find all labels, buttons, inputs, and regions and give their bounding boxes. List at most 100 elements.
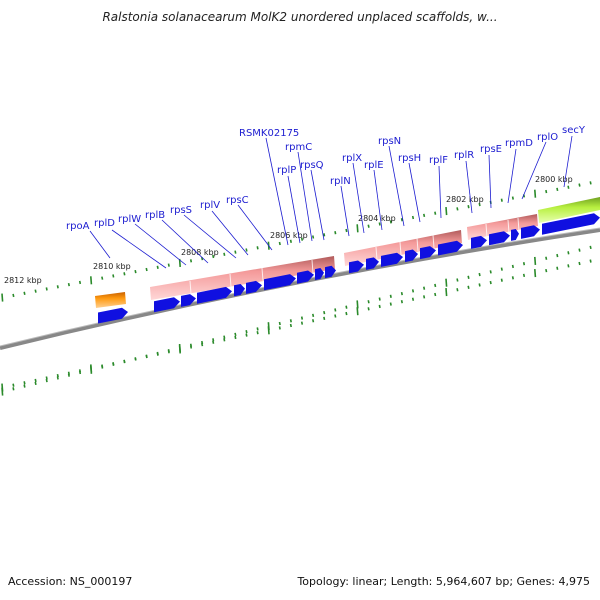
scale-tick — [234, 250, 237, 254]
scale-tick — [123, 359, 126, 364]
scale-tick — [112, 274, 115, 278]
scale-tick — [434, 283, 437, 288]
scale-tick — [567, 185, 570, 189]
cds-arrow[interactable] — [420, 246, 436, 260]
operon-bar-pink-1[interactable] — [150, 256, 335, 300]
scale-tick — [323, 316, 326, 321]
scale-tick — [567, 264, 570, 268]
scale-tick — [234, 335, 237, 340]
leader-rplW — [134, 223, 187, 266]
leader-rplF — [438, 165, 442, 219]
cds-arrow[interactable] — [154, 297, 180, 313]
cds-arrow[interactable] — [181, 294, 196, 307]
scale-tick — [123, 272, 126, 276]
scale-tick — [445, 278, 448, 287]
cds-arrow[interactable] — [511, 228, 519, 241]
scale-tick — [289, 239, 292, 243]
scale-tick — [167, 263, 170, 267]
gene-label-rpsC[interactable]: rpsC — [226, 195, 249, 206]
scale-tick — [101, 276, 104, 280]
scale-tick — [511, 196, 514, 200]
gene-label-rplD[interactable]: rplD — [94, 218, 115, 229]
cds-arrow[interactable] — [246, 280, 262, 294]
scale-tick — [378, 222, 381, 226]
cds-arrow[interactable] — [349, 260, 364, 274]
gene-label-rpmC[interactable]: rpmC — [285, 142, 312, 153]
scale-tick — [23, 291, 26, 295]
kbp-label-2800: 2800 kbp — [535, 175, 573, 184]
cds-arrow[interactable] — [521, 225, 540, 239]
cds-arrow[interactable] — [98, 307, 128, 324]
scale-tick — [423, 295, 426, 299]
gene-label-rplW[interactable]: rplW — [118, 214, 141, 225]
cds-arrow[interactable] — [438, 240, 463, 256]
scale-tick — [400, 299, 403, 304]
scale-tick — [90, 365, 93, 374]
scale-tick — [134, 357, 137, 361]
cds-arrow[interactable] — [264, 274, 296, 291]
scale-tick — [34, 378, 37, 383]
gene-label-rplX[interactable]: rplX — [342, 153, 362, 164]
scale-tick — [467, 285, 470, 289]
gene-label-rpsH[interactable]: rpsH — [398, 153, 421, 164]
gene-label-rpsE[interactable]: rpsE — [480, 144, 502, 155]
cds-arrow[interactable] — [234, 283, 245, 297]
scale-tick — [223, 335, 226, 339]
scale-tick — [522, 273, 526, 278]
cds-arrow[interactable] — [297, 270, 314, 284]
scale-tick — [578, 248, 581, 252]
operon-bar-orange[interactable] — [95, 292, 126, 308]
gene-label-rpsS[interactable]: rpsS — [170, 205, 192, 216]
scale-tick — [189, 343, 193, 347]
cds-arrow[interactable] — [315, 268, 324, 281]
kbp-label-2810: 2810 kbp — [93, 262, 131, 271]
gene-label-rpsQ[interactable]: rpsQ — [300, 160, 324, 171]
scale-tick — [434, 292, 437, 297]
operon-bar-pink-3[interactable] — [467, 214, 538, 240]
cds-arrow[interactable] — [325, 265, 336, 279]
gene-label-rpsN[interactable]: rpsN — [378, 136, 401, 147]
scale-tick — [90, 276, 93, 285]
scale-tick — [545, 268, 548, 273]
gene-label-rplB[interactable]: rplB — [145, 210, 165, 221]
scale-tick — [345, 305, 348, 309]
scale-tick — [245, 333, 248, 337]
scale-tick — [45, 378, 48, 383]
cds-arrow[interactable] — [366, 257, 379, 270]
cds-arrow[interactable] — [471, 235, 487, 249]
scale-tick — [356, 224, 359, 233]
scale-tick — [345, 311, 348, 316]
gene-label-rplN[interactable]: rplN — [330, 176, 351, 187]
cds-arrow[interactable] — [542, 213, 600, 235]
scale-tick — [367, 224, 370, 228]
gene-label-rplR[interactable]: rplR — [454, 150, 474, 161]
gene-label-rplE[interactable]: rplE — [364, 160, 384, 171]
gene-label-rplF[interactable]: rplF — [429, 155, 448, 166]
operon-bar-pink-2[interactable] — [344, 230, 462, 266]
gene-label-secY[interactable]: secY — [562, 125, 586, 136]
scale-tick — [345, 228, 348, 233]
operon-bar-green[interactable] — [538, 197, 600, 223]
cds-arrow[interactable] — [381, 252, 403, 267]
scale-tick — [356, 307, 359, 316]
cds-arrow[interactable] — [489, 231, 510, 246]
scale-tick — [389, 294, 392, 298]
scale-tick — [323, 233, 326, 237]
gene-label-rpoA[interactable]: rpoA — [66, 221, 90, 232]
gene-label-rpmD[interactable]: rpmD — [505, 138, 533, 149]
scale-tick — [145, 267, 148, 272]
scale-tick — [534, 256, 537, 266]
gene-label-rplP[interactable]: rplP — [277, 165, 296, 176]
cds-arrow[interactable] — [405, 249, 418, 263]
gene-label-rplO[interactable]: rplO — [537, 132, 558, 143]
genome-summary-text: Topology: linear; Length: 5,964,607 bp; … — [297, 575, 590, 588]
scale-tick — [12, 383, 15, 387]
scale-tick — [511, 264, 514, 269]
gene-label-RSMK02175[interactable]: RSMK02175 — [239, 128, 299, 139]
scale-tick — [201, 340, 204, 345]
scale-tick — [589, 181, 592, 185]
scale-tick — [245, 330, 248, 334]
leader-rpsQ — [310, 169, 325, 241]
cds-arrow[interactable] — [197, 286, 232, 304]
gene-label-rplV[interactable]: rplV — [200, 200, 220, 211]
